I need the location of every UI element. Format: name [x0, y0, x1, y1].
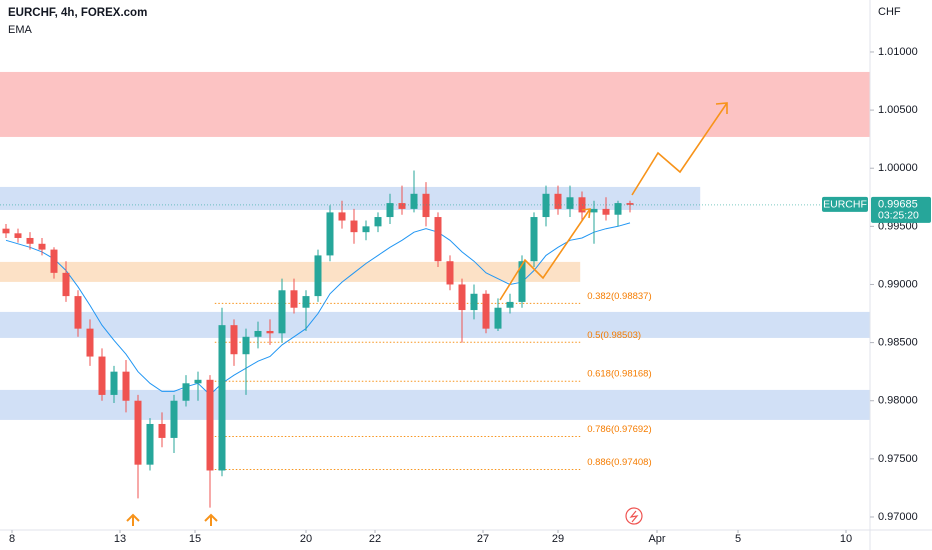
x-tick-label: 10: [840, 533, 852, 545]
candle-body: [254, 330, 262, 337]
candle-body: [338, 212, 346, 221]
candle-body: [590, 208, 598, 213]
candle-body: [410, 193, 418, 209]
chart-title: EURCHF, 4h, FOREX.com: [8, 7, 147, 19]
x-tick-label: 8: [9, 533, 15, 545]
candle-body: [374, 217, 382, 227]
candle-body: [626, 203, 634, 205]
x-tick-label: 20: [300, 533, 312, 545]
event-bolt[interactable]: [629, 510, 639, 523]
fib-label: 0.382(0.98837): [587, 291, 651, 302]
zone: [0, 186, 701, 210]
candle-body: [50, 249, 58, 273]
zone: [0, 71, 870, 137]
projection-path: [499, 208, 591, 301]
event-icon[interactable]: [625, 507, 643, 525]
axis-unit: CHF: [878, 6, 901, 18]
zone: [0, 261, 581, 282]
projection-drawing: [499, 102, 728, 301]
candle-body: [146, 423, 154, 465]
candle-body: [494, 307, 502, 329]
candle-body: [326, 212, 334, 256]
candle-body: [14, 233, 22, 238]
candle-body: [314, 255, 322, 297]
y-tick-label: 0.99500: [878, 220, 918, 232]
candle-body: [98, 356, 106, 395]
candle-body: [218, 325, 226, 471]
y-tick-label: 0.98500: [878, 337, 918, 349]
candle-body: [422, 193, 430, 218]
candle-body: [542, 193, 550, 218]
symbol-tag-label: EURCHF: [823, 199, 867, 211]
candle-body: [602, 208, 610, 215]
candle-body: [434, 217, 442, 262]
candle-body: [230, 325, 238, 355]
y-tick-label: 0.99000: [878, 278, 918, 290]
zone: [0, 311, 870, 338]
candle-body: [482, 293, 490, 329]
y-tick-label: 1.01000: [878, 46, 918, 58]
x-tick-label: 29: [552, 533, 564, 545]
candle-body: [302, 296, 310, 308]
y-tick-label: 0.97500: [878, 453, 918, 465]
ema-line: [5, 222, 631, 396]
candle-body: [74, 296, 82, 329]
y-tick-label: 1.00000: [878, 162, 918, 174]
candle-body: [506, 301, 514, 308]
candle-body: [86, 328, 94, 357]
price-tag: [871, 196, 931, 223]
candle-body: [170, 400, 178, 438]
candle-body: [194, 379, 202, 384]
candle-body: [206, 379, 214, 471]
arrow-head: [715, 102, 728, 114]
arrow-head: [581, 208, 591, 219]
x-tick-label: Apr: [648, 533, 665, 545]
candle-body: [350, 220, 358, 233]
candle-body: [266, 330, 274, 334]
x-tick-label: 5: [735, 533, 741, 545]
candle-body: [38, 243, 46, 250]
fib-label: 0.886(0.97408): [587, 457, 651, 468]
candle-body: [122, 371, 130, 401]
candle-body: [398, 203, 406, 209]
y-tick-label: 1.00500: [878, 104, 918, 116]
candle-body: [470, 293, 478, 311]
candle-body: [134, 400, 142, 465]
fib-label: 0.786(0.97692): [587, 424, 651, 435]
candle-body: [518, 261, 526, 302]
x-tick-label: 27: [477, 533, 489, 545]
candle-body: [26, 237, 34, 244]
symbol-tag: [822, 196, 868, 212]
indicator-label: EMA: [8, 24, 33, 36]
y-tick-label: 0.98000: [878, 395, 918, 407]
candle-body: [386, 203, 394, 218]
x-tick-label: 15: [189, 533, 201, 545]
candle-body: [458, 284, 466, 311]
candle-body: [182, 383, 190, 401]
candle-body: [566, 197, 574, 209]
candle-body: [62, 272, 70, 297]
x-tick-label: 13: [114, 533, 126, 545]
fib-label: 0.618(0.98168): [587, 369, 651, 380]
price-tag-value: 0.99685: [878, 199, 918, 211]
zone: [0, 389, 870, 420]
candle-body: [362, 226, 370, 233]
candle-body: [554, 193, 562, 209]
x-tick-label: 22: [369, 533, 381, 545]
candle-body: [290, 290, 298, 308]
candle-body: [2, 228, 10, 234]
price-tag-countdown: 03:25:20: [878, 210, 919, 222]
candle-body: [110, 371, 118, 395]
y-tick-label: 0.97000: [878, 511, 918, 523]
fib-label: 0.5(0.98503): [587, 330, 641, 341]
candle-body: [614, 203, 622, 215]
signal-arrows: [126, 513, 218, 526]
candle-body: [530, 217, 538, 262]
candle-body: [242, 336, 250, 355]
candle-body: [278, 290, 286, 334]
projection-path: [631, 102, 728, 196]
candle-body: [446, 261, 454, 285]
candle-body: [158, 423, 166, 438]
